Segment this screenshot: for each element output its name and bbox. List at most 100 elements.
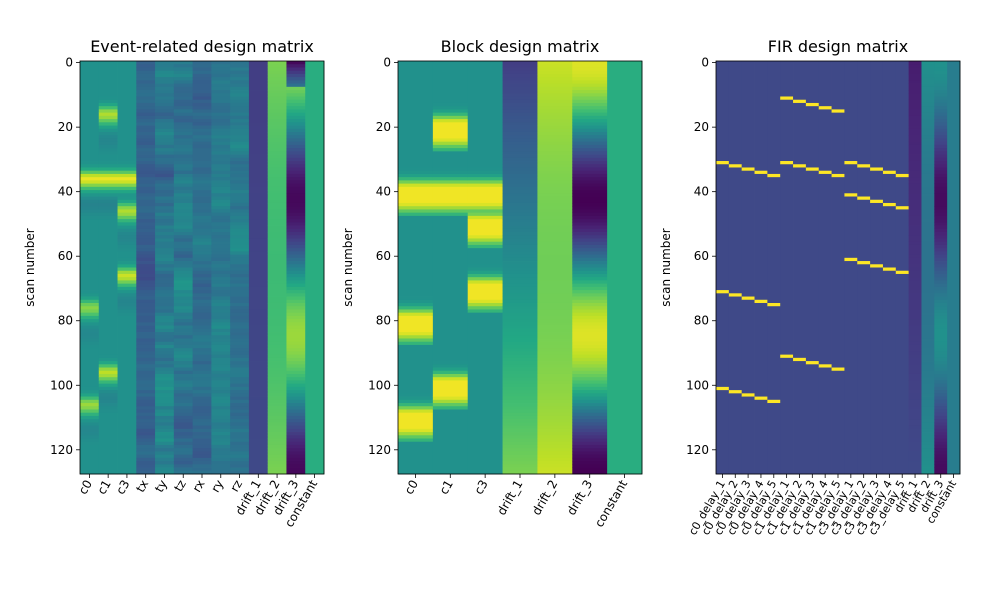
heatmap-cell [432, 106, 469, 110]
heatmap-cell [537, 364, 573, 368]
heatmap-cell [155, 270, 175, 275]
heatmap-cell [467, 306, 503, 310]
heatmap-cell [286, 399, 306, 404]
heatmap-cell [80, 335, 100, 339]
heatmap-cell [173, 193, 194, 197]
heatmap-cell [502, 390, 538, 394]
heatmap-cell [502, 373, 538, 378]
heatmap-cell [908, 277, 922, 281]
heatmap-cell [572, 273, 608, 278]
heatmap-cell [98, 173, 118, 178]
heatmap-cell [286, 109, 306, 114]
heatmap-cell [230, 86, 250, 91]
heatmap-cell [537, 344, 573, 349]
heatmap-cell [155, 448, 175, 452]
heatmap-cell [192, 351, 212, 356]
heatmap-cell [921, 457, 935, 462]
heatmap-cell [230, 325, 250, 330]
heatmap-cell [267, 173, 287, 178]
heatmap-cell [98, 377, 118, 381]
heatmap-cell [572, 170, 608, 175]
heatmap-cell [267, 390, 287, 394]
heatmap-cell [844, 196, 858, 259]
heatmap-cell [286, 383, 306, 388]
heatmap-cell [502, 438, 538, 443]
heatmap-cell [502, 109, 538, 114]
heatmap-cell [908, 409, 922, 420]
heatmap-cell [467, 167, 503, 172]
heatmap-cell [211, 67, 231, 72]
heatmap-cell [173, 115, 194, 120]
heatmap-cell [80, 164, 100, 168]
heatmap-cell [934, 361, 948, 365]
heatmap-cell [572, 373, 608, 378]
heatmap-cell [432, 212, 469, 217]
heatmap-cell [286, 373, 306, 378]
heatmap-cell [728, 167, 743, 294]
heatmap-cell [502, 148, 538, 152]
heatmap-cell [572, 125, 608, 130]
heatmap-cell [80, 196, 100, 201]
heatmap-cell [155, 177, 175, 181]
heatmap-cell [286, 264, 306, 268]
heatmap-cell [98, 144, 118, 149]
heatmap-cell [173, 212, 194, 217]
heatmap-cells [80, 61, 325, 475]
heatmap-cell [934, 454, 948, 459]
heatmap-cell [155, 312, 175, 317]
heatmap-cell [572, 122, 608, 126]
heatmap-cell [921, 141, 935, 146]
heatmap-cell [230, 296, 250, 304]
column-rz [230, 61, 250, 475]
heatmap-cell [155, 470, 175, 475]
heatmap-cell [286, 77, 306, 81]
heatmap-cell [572, 251, 608, 255]
y-tick-label: 20 [376, 120, 391, 134]
heatmap-cell [267, 96, 287, 101]
heatmap-cell [908, 135, 922, 143]
heatmap-cell [502, 186, 538, 191]
heatmap-cell [173, 215, 194, 220]
heatmap-cell [80, 167, 100, 172]
heatmap-cell [537, 157, 573, 162]
heatmap-cell [230, 190, 250, 194]
heatmap-cell [502, 399, 538, 404]
heatmap-cell [921, 135, 935, 139]
x-tick-label: drift_3 [564, 478, 595, 518]
heatmap-cell [572, 270, 608, 275]
heatmap-cell [502, 464, 538, 468]
heatmap-cell [908, 270, 922, 278]
heatmap-cell [192, 209, 212, 214]
heatmap-cell [934, 344, 948, 349]
heatmap-cell [537, 432, 573, 436]
heatmap-cell [537, 403, 573, 407]
heatmap-cell [398, 302, 434, 307]
heatmap-cell [780, 164, 794, 356]
heatmap-cell [155, 190, 175, 194]
heatmap-cell [607, 61, 643, 475]
heatmap-cell [934, 215, 948, 220]
heatmap-cell [267, 61, 287, 65]
heatmap-cell [286, 115, 306, 120]
heatmap-cell [754, 396, 768, 401]
y-tick-label: 100 [686, 378, 709, 392]
column-drift_3 [286, 61, 306, 475]
heatmap-cell [173, 312, 194, 317]
heatmap-cell [267, 380, 287, 385]
heatmap-cell [211, 141, 231, 146]
heatmap-cell [173, 306, 194, 310]
heatmap-cell [98, 357, 118, 362]
heatmap-cell [286, 425, 306, 430]
heatmap-cell [432, 144, 469, 149]
heatmap-cell [155, 325, 175, 330]
heatmap-cell [98, 148, 118, 152]
heatmap-cell [173, 183, 194, 188]
heatmap-cell [502, 61, 538, 65]
x-tick-label: ty [152, 478, 170, 495]
heatmap-cell [805, 106, 820, 168]
heatmap-cell [155, 428, 175, 433]
heatmap-cell [80, 212, 100, 217]
heatmap-cell [211, 112, 231, 117]
heatmap-cell [398, 312, 434, 317]
heatmap-cell [572, 80, 608, 84]
